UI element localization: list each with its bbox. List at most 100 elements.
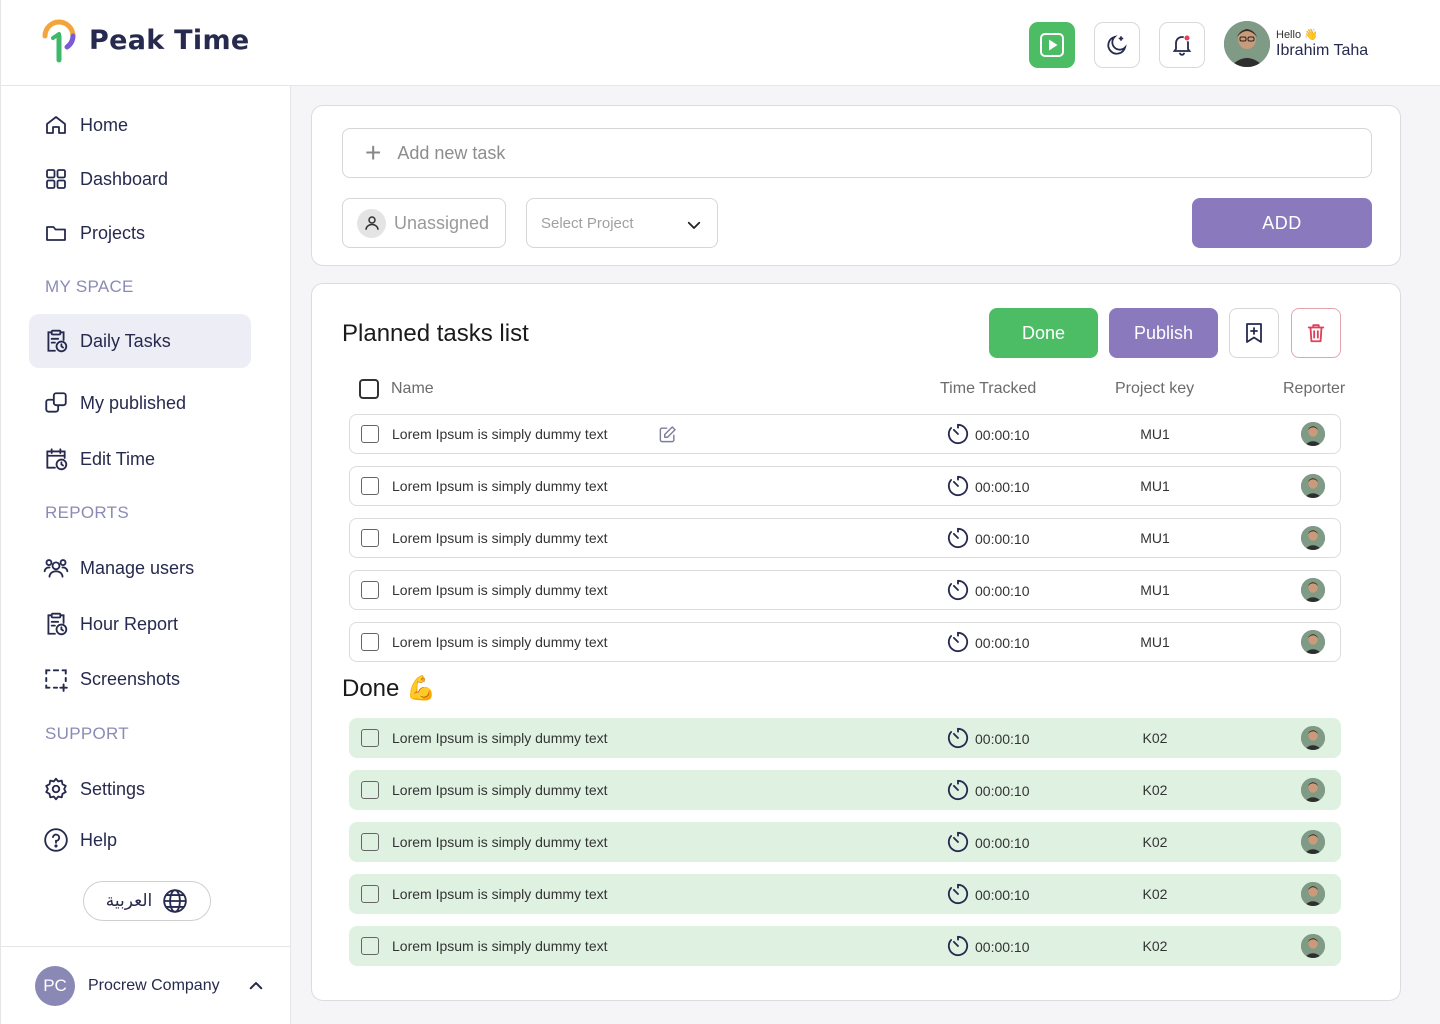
- section-reports: REPORTS: [45, 503, 129, 522]
- task-row[interactable]: Lorem Ipsum is simply dummy text 00:00:1…: [349, 518, 1341, 558]
- task-name: Lorem Ipsum is simply dummy text: [392, 530, 608, 546]
- add-task-card: + Add new task Unassigned Select Project…: [311, 105, 1401, 266]
- select-all-checkbox[interactable]: [359, 379, 379, 399]
- sidebar-item-label: Help: [80, 829, 118, 850]
- folder-icon: [43, 220, 69, 246]
- clipboard-clock-icon: [43, 328, 69, 354]
- done-task-row[interactable]: Lorem Ipsum is simply dummy text 00:00:1…: [349, 770, 1341, 810]
- user-menu[interactable]: Hello 👋 Ibrahim Taha: [1224, 21, 1368, 67]
- notifications-button[interactable]: [1159, 22, 1205, 68]
- timer-icon: [947, 779, 969, 801]
- help-icon: [43, 827, 69, 853]
- sidebar-item-edit-time[interactable]: Edit Time: [29, 432, 251, 486]
- timer-icon: [947, 527, 969, 549]
- sidebar-item-settings[interactable]: Settings: [29, 762, 251, 816]
- publish-button[interactable]: Publish: [1109, 308, 1218, 358]
- done-task-row[interactable]: Lorem Ipsum is simply dummy text 00:00:1…: [349, 822, 1341, 862]
- sidebar-item-help[interactable]: Help: [29, 813, 251, 867]
- delete-button[interactable]: [1291, 308, 1341, 358]
- row-checkbox[interactable]: [361, 885, 379, 903]
- column-name: Name: [391, 380, 434, 397]
- task-row[interactable]: Lorem Ipsum is simply dummy text 00:00:1…: [349, 570, 1341, 610]
- bookmark-add-button[interactable]: [1229, 308, 1279, 358]
- project-select-placeholder: Select Project: [541, 214, 634, 232]
- new-task-input[interactable]: + Add new task: [342, 128, 1372, 178]
- plus-icon: +: [365, 137, 382, 168]
- task-name: Lorem Ipsum is simply dummy text: [392, 582, 608, 598]
- sidebar-item-home[interactable]: Home: [29, 98, 251, 152]
- task-row[interactable]: Lorem Ipsum is simply dummy text 00:00:1…: [349, 466, 1341, 506]
- reporter-avatar: [1301, 474, 1325, 498]
- row-checkbox[interactable]: [361, 729, 379, 747]
- timer-icon: [947, 727, 969, 749]
- time-tracked: 00:00:10: [975, 835, 1030, 851]
- section-my-space: MY SPACE: [45, 277, 134, 296]
- row-checkbox[interactable]: [361, 833, 379, 851]
- task-row[interactable]: Lorem Ipsum is simply dummy text 00:00:1…: [349, 414, 1341, 454]
- sidebar-item-dashboard[interactable]: Dashboard: [29, 152, 251, 206]
- language-switch-button[interactable]: العربية: [83, 881, 211, 921]
- chevron-down-icon: [687, 221, 701, 229]
- task-row[interactable]: Lorem Ipsum is simply dummy text 00:00:1…: [349, 622, 1341, 662]
- reporter-avatar: [1301, 778, 1325, 802]
- done-task-row[interactable]: Lorem Ipsum is simply dummy text 00:00:1…: [349, 874, 1341, 914]
- column-project-key: Project key: [1115, 380, 1195, 397]
- language-label: العربية: [105, 891, 153, 910]
- row-checkbox[interactable]: [361, 633, 379, 651]
- company-switcher[interactable]: PC Procrew Company: [1, 946, 291, 1024]
- add-task-button[interactable]: ADD: [1192, 198, 1372, 248]
- sidebar-item-manage-users[interactable]: Manage users: [29, 541, 251, 595]
- sidebar-item-label: Home: [80, 114, 129, 135]
- bookmark-plus-icon: [1246, 323, 1262, 343]
- chevron-up-icon: [249, 982, 263, 990]
- planned-list-title: Planned tasks list: [342, 320, 529, 347]
- project-key: K02: [1142, 834, 1168, 850]
- project-key: MU1: [1140, 426, 1170, 442]
- done-task-row[interactable]: Lorem Ipsum is simply dummy text 00:00:1…: [349, 718, 1341, 758]
- time-tracked: 00:00:10: [975, 635, 1030, 651]
- column-reporter: Reporter: [1283, 380, 1346, 397]
- sidebar-item-my-published[interactable]: My published: [29, 376, 251, 430]
- section-support: SUPPORT: [45, 724, 129, 743]
- start-timer-button[interactable]: [1029, 22, 1075, 68]
- row-checkbox[interactable]: [361, 425, 379, 443]
- mark-done-button[interactable]: Done: [989, 308, 1098, 358]
- theme-toggle-button[interactable]: [1094, 22, 1140, 68]
- project-key: MU1: [1140, 582, 1170, 598]
- edit-icon[interactable]: [658, 425, 677, 444]
- home-icon: [43, 112, 69, 138]
- report-clock-icon: [43, 611, 69, 637]
- sidebar: Home Dashboard Projects MY SPACE Daily T…: [0, 86, 291, 1024]
- sidebar-item-label: Projects: [80, 222, 146, 243]
- gear-icon: [43, 776, 69, 802]
- project-select[interactable]: Select Project: [526, 198, 718, 248]
- sidebar-item-label: Dashboard: [80, 168, 169, 189]
- reporter-avatar: [1301, 726, 1325, 750]
- project-key: MU1: [1140, 530, 1170, 546]
- reporter-avatar: [1301, 830, 1325, 854]
- task-name: Lorem Ipsum is simply dummy text: [392, 634, 608, 650]
- sidebar-item-screenshots[interactable]: Screenshots: [29, 652, 251, 706]
- new-task-placeholder: Add new task: [397, 142, 506, 163]
- sidebar-item-daily-tasks[interactable]: Daily Tasks: [29, 314, 251, 368]
- row-checkbox[interactable]: [361, 581, 379, 599]
- reporter-avatar: [1301, 882, 1325, 906]
- time-tracked: 00:00:10: [975, 427, 1030, 443]
- assignee-label: Unassigned: [394, 212, 490, 233]
- sidebar-item-hour-report[interactable]: Hour Report: [29, 597, 251, 651]
- row-checkbox[interactable]: [361, 529, 379, 547]
- timer-icon: [947, 475, 969, 497]
- app-logo[interactable]: Peak Time: [39, 16, 250, 64]
- row-checkbox[interactable]: [361, 477, 379, 495]
- task-name: Lorem Ipsum is simply dummy text: [392, 834, 608, 850]
- assignee-picker[interactable]: Unassigned: [342, 198, 506, 248]
- time-tracked: 00:00:10: [975, 479, 1030, 495]
- sidebar-item-projects[interactable]: Projects: [29, 206, 251, 260]
- project-key: K02: [1142, 730, 1168, 746]
- done-task-row[interactable]: Lorem Ipsum is simply dummy text 00:00:1…: [349, 926, 1341, 966]
- sidebar-item-label: Hour Report: [80, 613, 179, 634]
- row-checkbox[interactable]: [361, 781, 379, 799]
- row-checkbox[interactable]: [361, 937, 379, 955]
- grid-icon: [43, 166, 69, 192]
- greeting-text: Hello 👋: [1276, 29, 1318, 41]
